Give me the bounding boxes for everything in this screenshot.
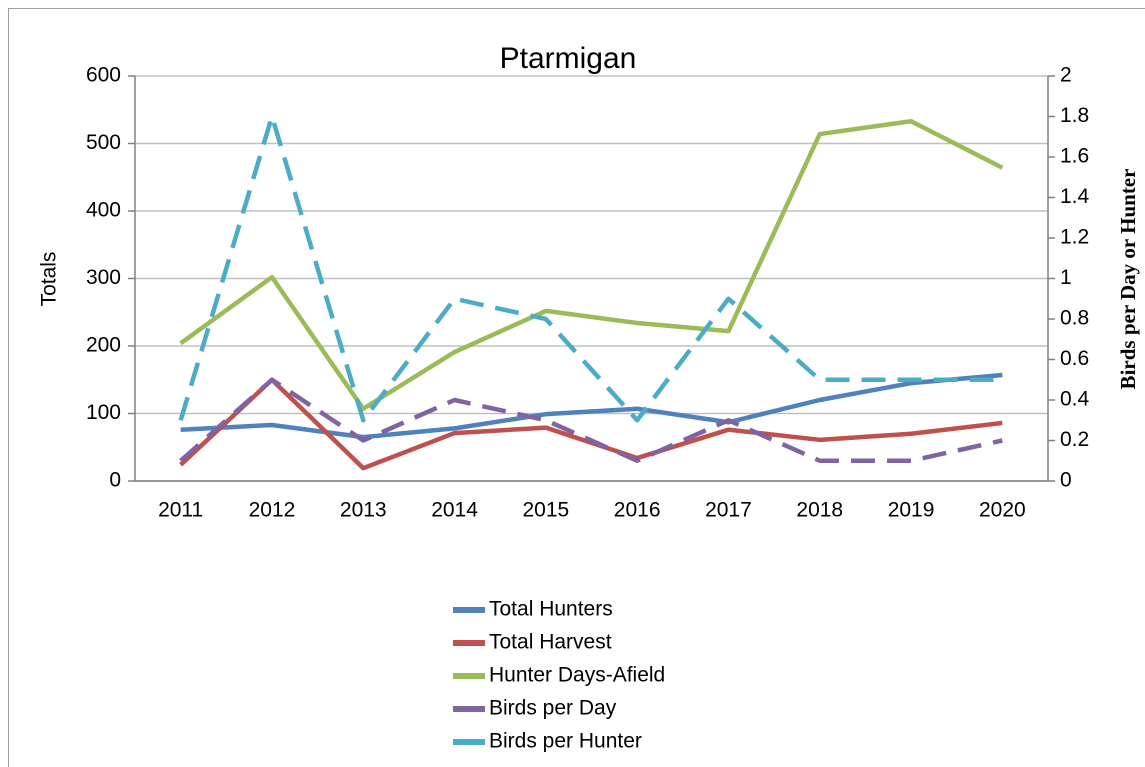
x-tick-label: 2012 <box>249 499 296 522</box>
y2-axis-label: Birds per Day or Hunter <box>1116 169 1140 390</box>
y2-tick-label: 1.4 <box>1060 185 1090 208</box>
y2-tick-label: 1.6 <box>1060 145 1089 168</box>
y2-tick-label: 0.8 <box>1060 307 1089 330</box>
y2-tick-label: 1 <box>1060 266 1072 289</box>
y-tick-label: 300 <box>86 266 121 289</box>
x-tick-label: 2017 <box>705 499 752 522</box>
legend-label: Birds per Hunter <box>489 730 642 753</box>
y2-tick-label: 2 <box>1060 64 1072 87</box>
y2-tick-label: 1.8 <box>1060 104 1089 127</box>
y2-tick-label: 0.2 <box>1060 428 1089 451</box>
x-tick-label: 2016 <box>614 499 661 522</box>
y-tick-label: 200 <box>86 334 121 357</box>
x-tick-label: 2019 <box>888 499 935 522</box>
x-tick-label: 2011 <box>158 499 203 522</box>
y2-tick-label: 0.4 <box>1060 388 1090 411</box>
legend-label: Total Hunters <box>489 598 613 621</box>
y-tick-label: 600 <box>86 64 121 87</box>
series-line <box>179 118 1004 412</box>
x-tick-label: 2018 <box>796 499 843 522</box>
x-tick-label: 2014 <box>431 499 478 522</box>
x-tick-label: 2015 <box>522 499 569 522</box>
y2-tick-label: 0.6 <box>1060 347 1089 370</box>
legend-label: Birds per Day <box>489 697 617 720</box>
y-tick-label: 100 <box>86 401 121 424</box>
y-axis-label: Totals <box>38 252 61 307</box>
y-tick-label: 0 <box>109 469 121 492</box>
y2-tick-label: 0 <box>1060 469 1072 492</box>
x-tick-label: 2020 <box>979 499 1026 522</box>
legend-label: Hunter Days-Afield <box>489 664 665 687</box>
y-tick-label: 500 <box>86 131 121 154</box>
y2-tick-label: 1.2 <box>1060 226 1089 249</box>
series-line <box>180 372 1003 440</box>
chart-title: Ptarmigan <box>500 42 637 75</box>
chart-border <box>8 8 1145 767</box>
legend-label: Total Harvest <box>489 631 612 654</box>
series-line <box>179 377 1003 463</box>
series-line <box>178 114 1003 423</box>
x-tick-label: 2013 <box>340 499 387 522</box>
y-tick-label: 400 <box>86 199 121 222</box>
